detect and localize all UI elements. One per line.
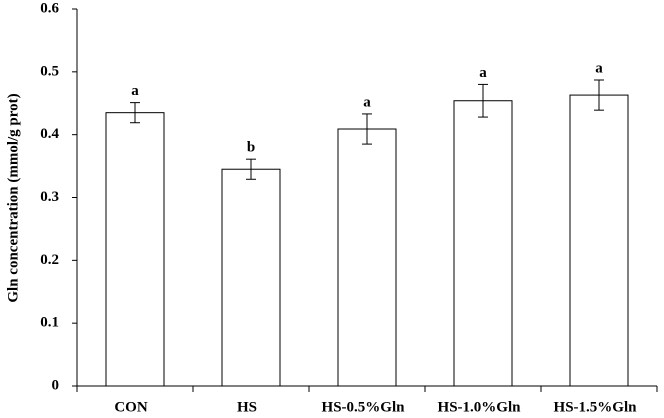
y-tick-label: 0.3 [40, 189, 59, 205]
x-tick-label: HS [237, 399, 257, 415]
y-tick-label: 0.4 [40, 126, 59, 142]
x-tick-label: HS-0.5%Gln [322, 399, 406, 415]
y-tick-label: 0 [52, 377, 60, 393]
bar [337, 128, 397, 387]
bar [105, 112, 165, 387]
y-tick-label: 0.5 [40, 63, 59, 79]
error-bar [130, 102, 140, 124]
significance-label: a [479, 65, 487, 81]
y-tick-label: 0.1 [40, 315, 59, 331]
x-tick-label: HS-1.5%Gln [554, 399, 638, 415]
error-bar [478, 83, 488, 118]
y-axis-label: Gln concentration (mmol/g prot) [5, 93, 21, 302]
significance-label: b [247, 140, 255, 156]
error-bar [594, 79, 604, 111]
y-tick-label: 0.6 [40, 0, 59, 16]
bar [453, 100, 513, 387]
y-tick-label: 0.2 [40, 252, 59, 268]
significance-label: a [595, 60, 603, 76]
error-bar [362, 113, 372, 145]
error-bar [246, 158, 256, 180]
bar [569, 94, 629, 387]
significance-label: a [363, 94, 371, 110]
significance-label: a [131, 83, 139, 99]
bar [221, 168, 281, 387]
x-tick-label: HS-1.0%Gln [438, 399, 522, 415]
x-tick-label: CON [114, 399, 148, 415]
